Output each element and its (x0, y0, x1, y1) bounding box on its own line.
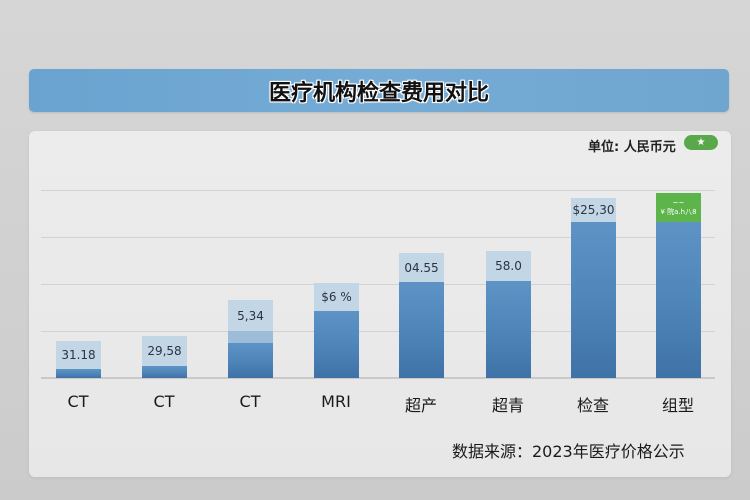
bar-segment (228, 331, 273, 343)
bar[interactable]: 58.0 (486, 251, 531, 378)
bar-value-line: ~~ (672, 198, 685, 207)
x-axis-label: CT (153, 392, 175, 411)
x-axis-label: 超产 (404, 396, 437, 415)
bar-value-label: 5,34 (228, 300, 273, 331)
bar[interactable]: 31.18 (56, 341, 101, 378)
bar-fill (142, 366, 187, 378)
x-axis-label: 超青 (491, 396, 524, 415)
bar[interactable]: 5,34 (228, 300, 273, 378)
bar-fill (399, 282, 444, 378)
bar-value-label: $6 % (314, 283, 359, 311)
x-axis-label: CT (239, 392, 261, 411)
chart-card (29, 131, 731, 477)
legend-badge[interactable]: ★ (684, 135, 718, 150)
bar-value-line: ¥ 院a.h八8 (660, 207, 697, 216)
bar-fill (314, 311, 359, 378)
bar-fill (656, 222, 701, 378)
chart-title: 医疗机构检查费用对比 (268, 80, 489, 106)
bar[interactable]: $6 % (314, 283, 359, 378)
gridline (41, 284, 715, 285)
unit-label: 单位: 人民币元 (588, 140, 676, 155)
bar-value-label: 04.55 (399, 253, 444, 282)
gridline (41, 190, 715, 191)
x-axis-label: 检查 (576, 396, 609, 415)
bar[interactable]: 29,58 (142, 336, 187, 378)
gridline (41, 331, 715, 332)
bar-value-label: ~~ ¥ 院a.h八8 (656, 193, 701, 222)
x-axis-label: MRI (321, 392, 351, 411)
bar-fill (228, 343, 273, 378)
bar[interactable]: ~~ ¥ 院a.h八8 (656, 193, 701, 378)
title-bar: 医疗机构检查费用对比 (29, 69, 729, 112)
bar[interactable]: $25,30 (571, 198, 616, 378)
bar-value-label: 31.18 (56, 341, 101, 369)
bar-value-label: 29,58 (142, 336, 187, 366)
x-axis-label: 组型 (661, 396, 694, 415)
x-axis-label: CT (67, 392, 89, 411)
bar-fill (56, 369, 101, 378)
bar-value-label: $25,30 (571, 198, 616, 222)
bar-fill (571, 222, 616, 378)
bar-value-label: 58.0 (486, 251, 531, 281)
x-axis-baseline (41, 377, 715, 379)
bar-fill (486, 281, 531, 378)
star-icon: ★ (696, 136, 706, 148)
gridline (41, 237, 715, 238)
data-source: 数据来源：2023年医疗价格公示 (452, 442, 685, 461)
bar[interactable]: 04.55 (399, 253, 444, 378)
